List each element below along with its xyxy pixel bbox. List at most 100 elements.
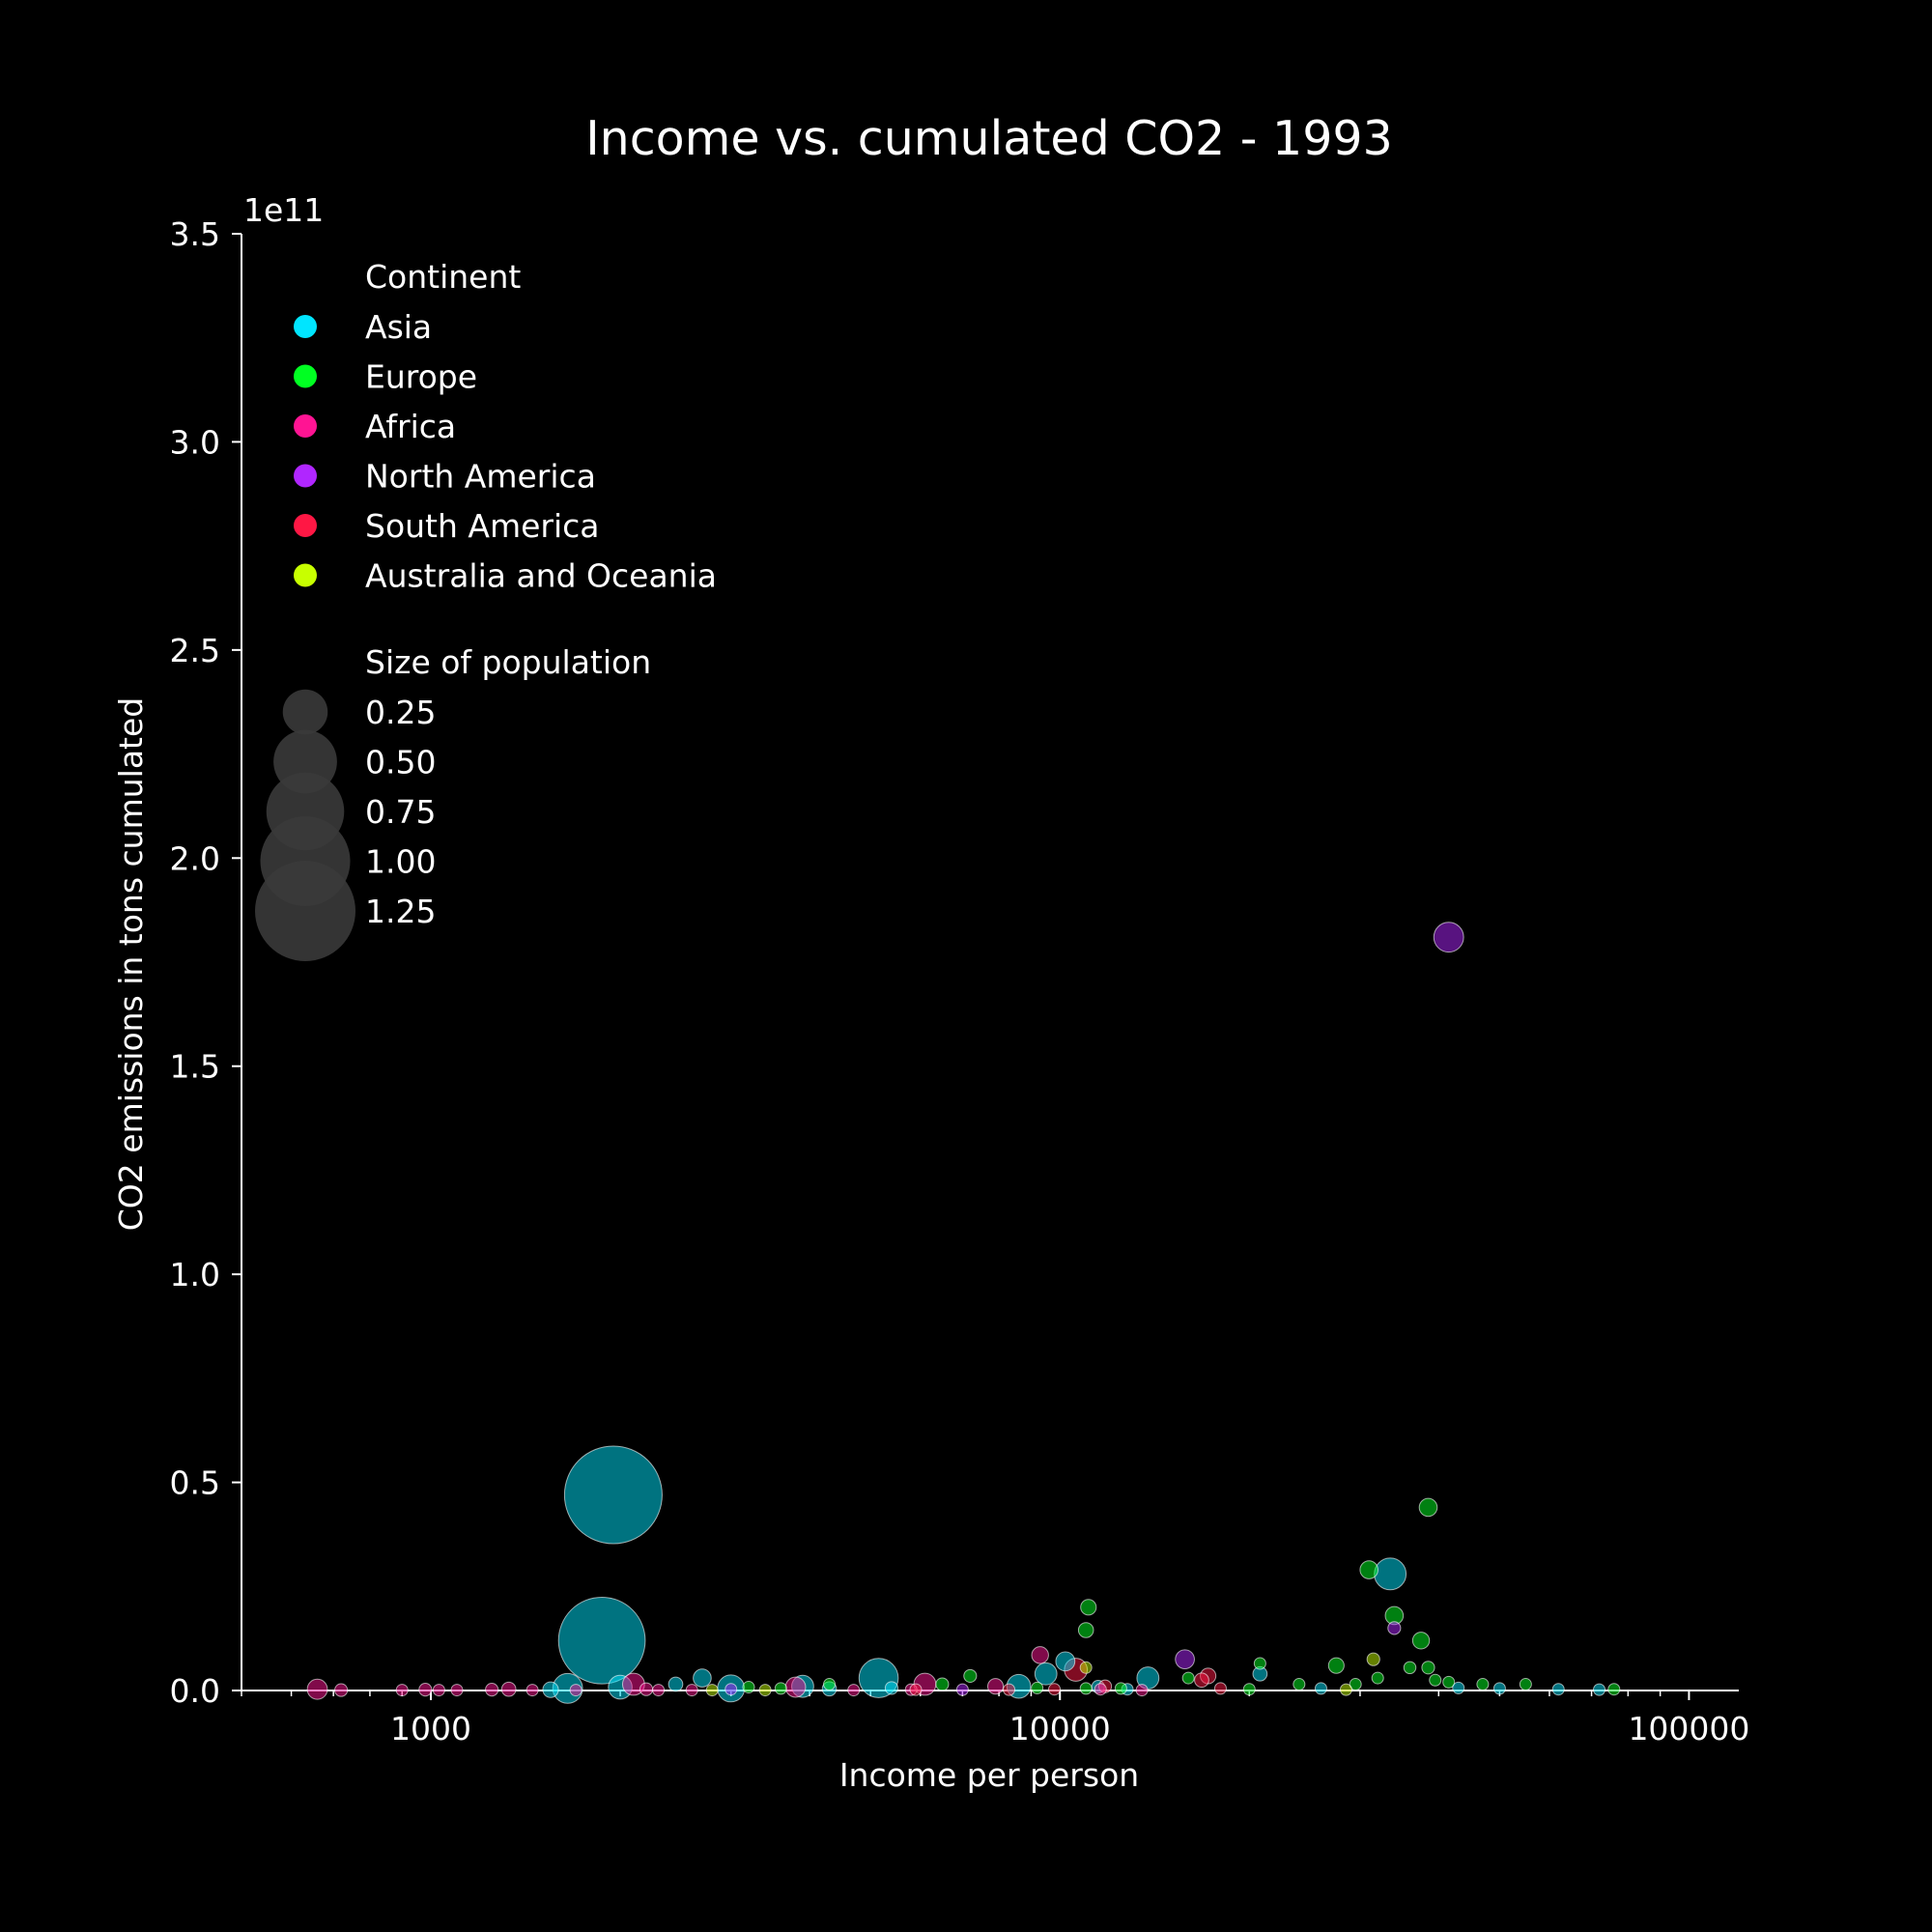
legend-label-australia-and-oceania: Australia and Oceania <box>365 557 717 595</box>
data-point-asia <box>1452 1681 1465 1694</box>
data-point-australia-and-oceania <box>1366 1652 1380 1666</box>
legend-marker-africa <box>294 414 317 438</box>
legend-marker-australia-and-oceania <box>294 563 317 587</box>
y-axis-label: CO2 emissions in tons cumulated <box>112 697 150 1231</box>
data-point-europe <box>1327 1657 1345 1674</box>
data-point-south-america <box>909 1683 923 1696</box>
data-point-asia <box>693 1668 712 1688</box>
data-point-asia <box>1551 1683 1565 1696</box>
data-point-europe <box>1114 1682 1127 1695</box>
data-point-europe <box>1077 1622 1094 1638</box>
data-point-europe <box>1253 1657 1266 1670</box>
data-point-north-america <box>1433 922 1464 953</box>
data-point-south-america <box>1213 1682 1227 1695</box>
data-point-africa <box>685 1684 698 1697</box>
data-point-europe <box>1403 1661 1417 1675</box>
data-point-australia-and-oceania <box>1079 1661 1093 1674</box>
data-point-europe <box>1371 1671 1384 1685</box>
x-tick-label: 100000 <box>1628 1710 1749 1747</box>
y-tick-label: 2.5 <box>170 632 220 669</box>
data-point-asia <box>1374 1557 1407 1591</box>
data-point-south-america <box>1048 1683 1062 1696</box>
data-point-asia <box>557 1596 646 1685</box>
y-tick-label: 2.0 <box>170 839 220 877</box>
data-point-australia-and-oceania <box>758 1684 772 1697</box>
data-point-north-america <box>955 1683 969 1696</box>
data-point-africa <box>306 1678 328 1700</box>
x-axis-label: Income per person <box>839 1756 1139 1794</box>
data-point-africa <box>418 1683 433 1697</box>
y-tick-label: 3.5 <box>170 215 220 253</box>
data-point-south-america <box>1194 1672 1209 1689</box>
data-point-africa <box>652 1684 666 1697</box>
legend-size-label: 0.25 <box>365 694 436 731</box>
legend-label-north-america: North America <box>365 458 596 496</box>
data-point-asia <box>1492 1682 1506 1695</box>
legend-marker-north-america <box>294 464 317 488</box>
data-point-europe <box>1476 1678 1490 1691</box>
y-tick-label: 0.0 <box>170 1672 220 1710</box>
data-points <box>306 922 1621 1704</box>
data-point-europe <box>935 1677 950 1691</box>
data-point-europe <box>963 1668 978 1683</box>
data-point-europe <box>742 1681 755 1694</box>
x-tick-label: 10000 <box>1009 1710 1111 1747</box>
data-point-europe <box>1442 1675 1456 1689</box>
data-point-europe <box>823 1678 837 1691</box>
data-point-europe <box>1411 1632 1431 1650</box>
y-tick-label: 0.5 <box>170 1464 220 1502</box>
data-point-africa <box>395 1684 409 1697</box>
data-point-europe <box>1181 1671 1195 1685</box>
data-point-asia <box>1593 1683 1606 1696</box>
y-tick-label: 3.0 <box>170 423 220 461</box>
legend-label-asia: Asia <box>365 308 432 346</box>
chart-title: Income vs. cumulated CO2 - 1993 <box>585 111 1393 166</box>
y-tick-label: 1.0 <box>170 1256 220 1293</box>
data-point-asia <box>1314 1682 1327 1695</box>
data-point-asia <box>668 1676 684 1692</box>
legend: Continent Asia Europe Africa North America So… <box>255 258 717 961</box>
data-point-africa <box>784 1676 807 1698</box>
data-point-africa <box>450 1684 464 1697</box>
data-point-africa <box>639 1682 654 1696</box>
data-point-north-america <box>1175 1649 1195 1670</box>
chart-axes: 0.0 0.5 1.0 1.5 2.0 2.5 3.0 3.5 1000 10000 100000 <box>170 215 1750 1747</box>
y-offset-label: 1e11 <box>243 191 324 229</box>
data-point-asia <box>542 1681 559 1698</box>
legend-title-continent: Continent <box>365 258 521 296</box>
legend-title-size: Size of population <box>365 643 651 681</box>
data-point-europe <box>1359 1560 1379 1579</box>
legend-size-label: 1.00 <box>365 843 436 881</box>
data-point-africa <box>847 1684 861 1697</box>
data-point-europe <box>1418 1497 1438 1518</box>
data-point-africa <box>334 1683 349 1697</box>
legend-size-marker <box>255 861 355 961</box>
data-point-europe <box>1031 1681 1044 1694</box>
data-point-asia <box>1034 1662 1058 1686</box>
data-point-europe <box>774 1682 787 1695</box>
data-point-europe <box>1242 1683 1256 1696</box>
legend-size-marker <box>282 689 328 735</box>
data-point-australia-and-oceania <box>705 1684 719 1697</box>
data-point-africa <box>569 1684 582 1697</box>
data-point-asia <box>563 1445 663 1545</box>
y-tick-label: 1.5 <box>170 1048 220 1086</box>
legend-marker-asia <box>294 315 317 338</box>
data-point-africa <box>526 1684 539 1697</box>
legend-size-label: 1.25 <box>365 893 436 930</box>
data-point-africa <box>987 1678 1005 1695</box>
legend-label-europe: Europe <box>365 358 477 396</box>
legend-size-label: 0.75 <box>365 793 436 831</box>
data-point-europe <box>1607 1683 1621 1696</box>
data-point-africa <box>1094 1683 1107 1696</box>
data-point-europe <box>1349 1678 1362 1691</box>
data-point-south-america <box>1003 1683 1016 1696</box>
data-point-north-america <box>1387 1621 1402 1635</box>
legend-label-africa: Africa <box>365 408 456 445</box>
data-point-europe <box>1079 1682 1093 1695</box>
data-point-asia <box>1055 1651 1076 1672</box>
x-tick-label: 1000 <box>390 1710 471 1747</box>
data-point-europe <box>1519 1678 1532 1691</box>
